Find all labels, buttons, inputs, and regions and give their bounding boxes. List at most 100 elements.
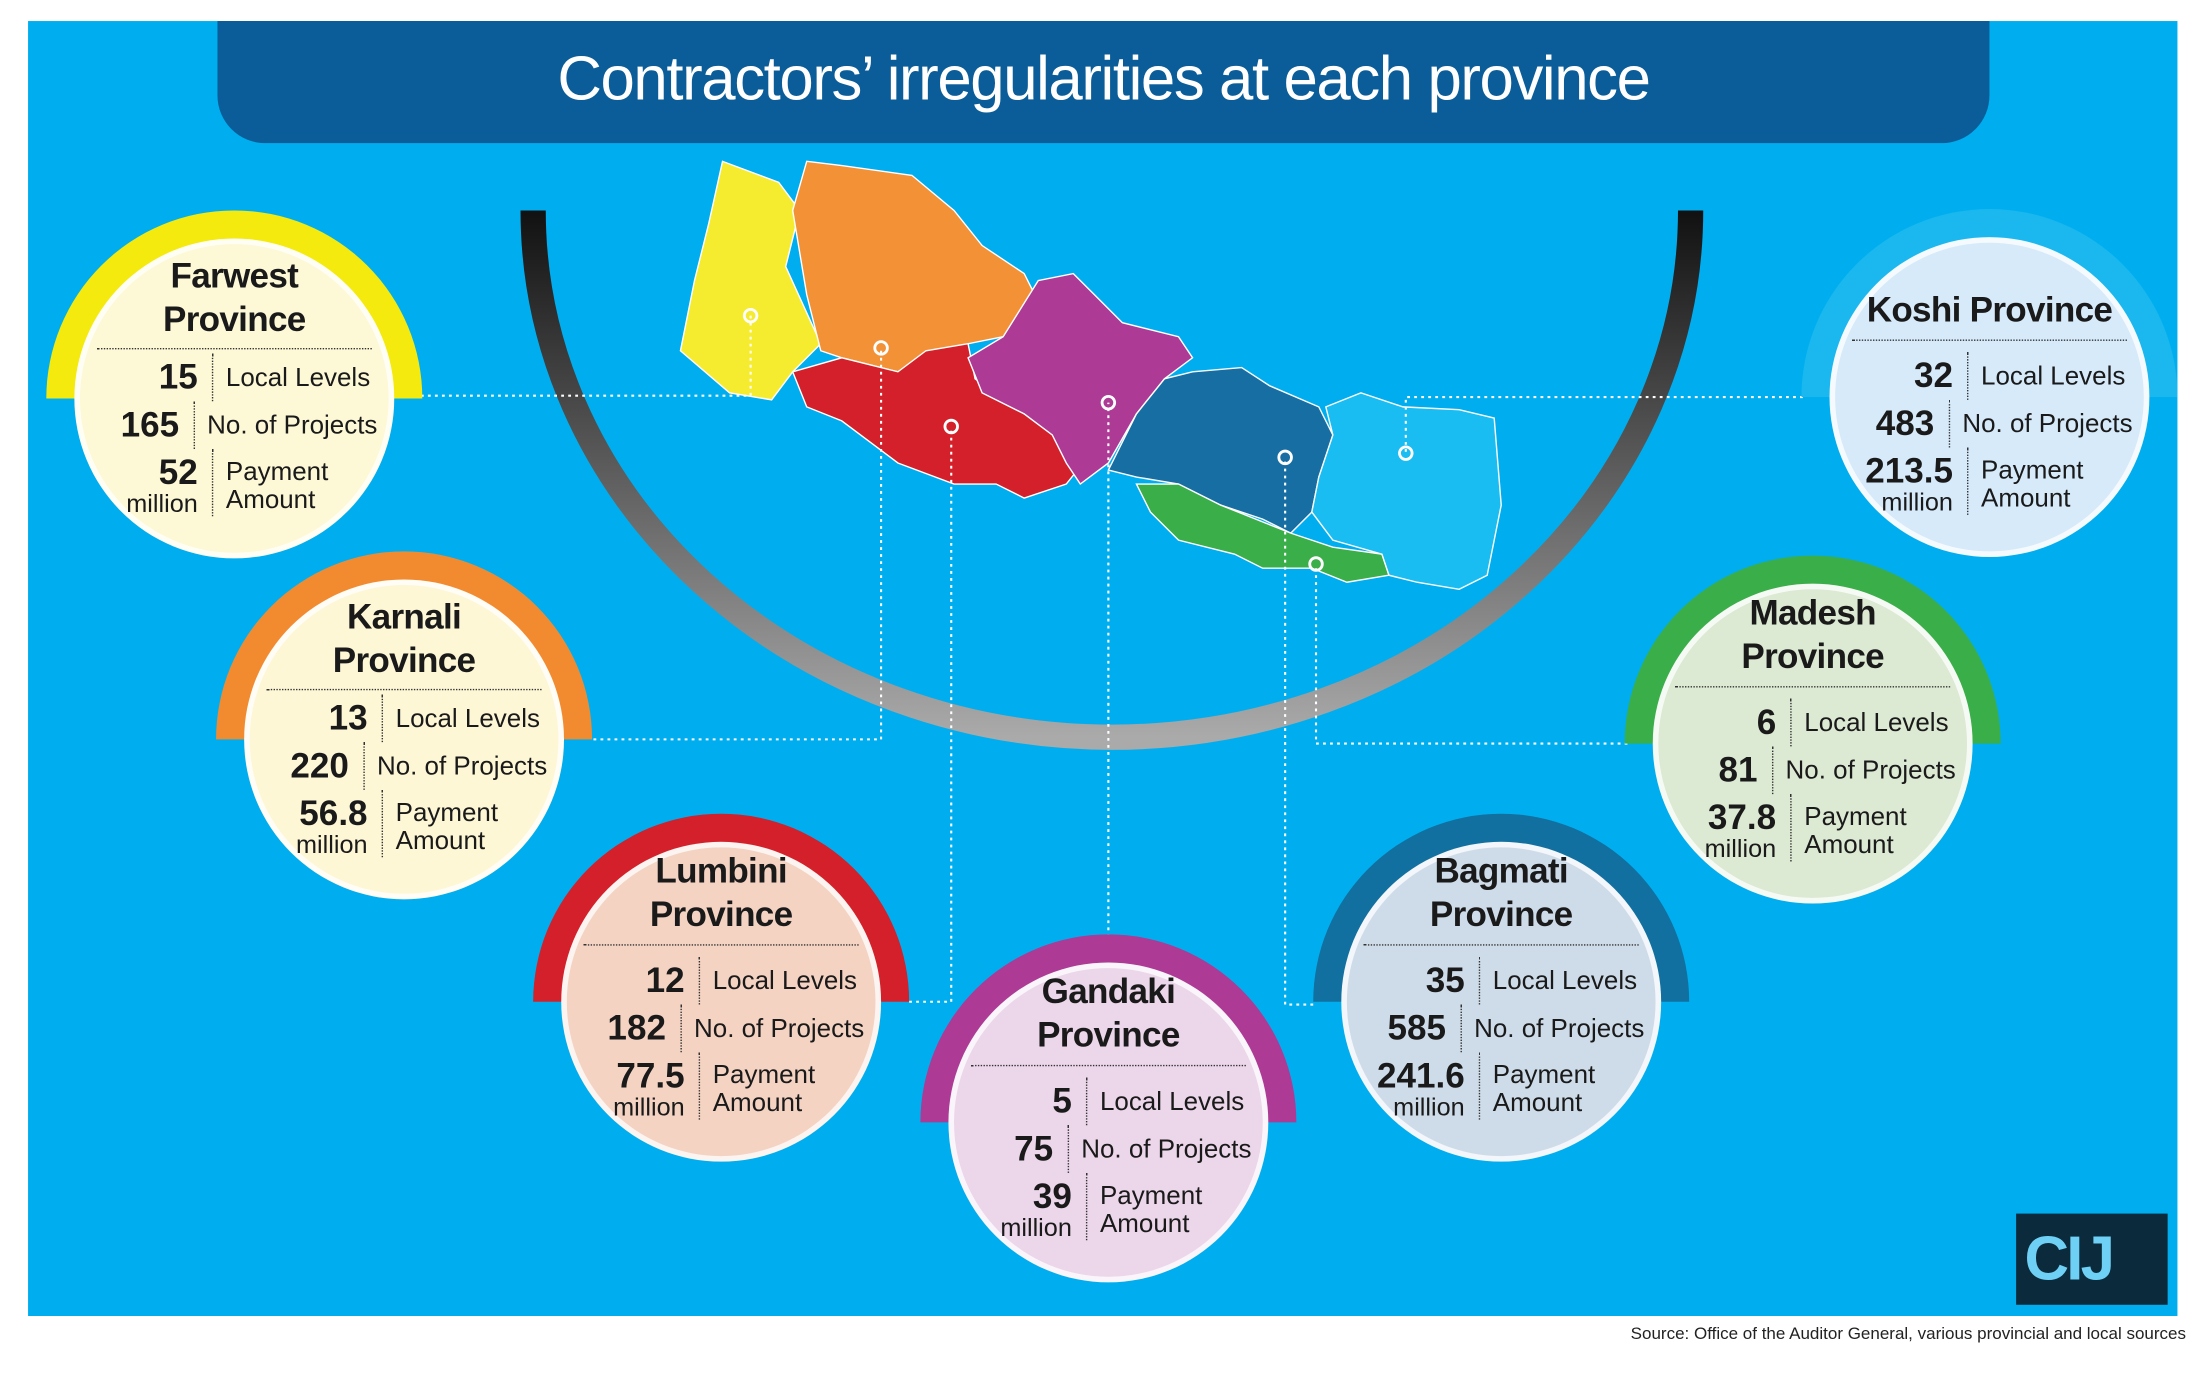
province-name: Madesh Province xyxy=(1675,592,1951,688)
stat-row: 32 Local Levels xyxy=(1852,352,2133,400)
province-name: Lumbini Province xyxy=(583,850,859,946)
stat-label: Payment Amount xyxy=(1790,794,1956,862)
stat-row: 75 No. of Projects xyxy=(971,1125,1251,1173)
stat-value: 585 xyxy=(1364,1005,1460,1053)
value-text: 81 xyxy=(1718,750,1758,790)
value-text: 35 xyxy=(1425,961,1465,1001)
karnali-shape xyxy=(791,160,1040,373)
stat-value: 220 xyxy=(267,742,363,790)
value-text: 75 xyxy=(1014,1129,1054,1169)
value-text: 77.5 xyxy=(616,1056,685,1096)
stat-label: No. of Projects xyxy=(1771,746,1956,795)
stat-row: 35 Local Levels xyxy=(1364,956,1645,1005)
stat-label: No. of Projects xyxy=(1948,399,2133,448)
value-text: 241.6 xyxy=(1376,1056,1465,1096)
unit-text: million xyxy=(1393,1092,1465,1121)
stat-label: Local Levels xyxy=(211,353,378,402)
decor-arc xyxy=(520,210,1704,750)
value-text: 585 xyxy=(1387,1008,1447,1049)
stat-value: 241.6 million xyxy=(1364,1052,1479,1119)
stat-label: No. of Projects xyxy=(193,401,377,449)
stat-value: 75 xyxy=(971,1125,1067,1173)
unit-text: million xyxy=(296,830,368,859)
stat-label: Local Levels xyxy=(381,694,548,743)
value-text: 56.8 xyxy=(299,794,368,834)
stat-row: 483 No. of Projects xyxy=(1852,399,2133,448)
unit-text: million xyxy=(1704,834,1777,863)
stat-label: Local Levels xyxy=(698,956,865,1005)
value-text: 13 xyxy=(328,698,368,738)
stat-value: 5 xyxy=(971,1078,1086,1126)
stat-row: 182 No. of Projects xyxy=(584,1004,864,1053)
stats: 35 Local Levels 585 No. of Projects 241.6 mil… xyxy=(1364,956,1645,1120)
stat-value: 213.5 million xyxy=(1852,448,1967,515)
province-name: Bagmati Province xyxy=(1363,850,1639,946)
value-text: 213.5 xyxy=(1865,451,1953,492)
connectors xyxy=(420,315,1803,1006)
value-text: 39 xyxy=(1032,1177,1072,1217)
stat-label: Payment Amount xyxy=(381,789,548,858)
stat-value: 483 xyxy=(1852,400,1948,448)
province-card: Koshi Province 32 Local Levels 483 No. of Pr… xyxy=(1829,237,2150,557)
province-card: Karnali Province 13 Local Levels 220 No. of … xyxy=(244,579,565,900)
unit-text: million xyxy=(126,489,198,518)
stat-label: Local Levels xyxy=(1790,698,1956,747)
stat-value: 6 xyxy=(1675,699,1790,747)
stat-label: Local Levels xyxy=(1085,1077,1252,1126)
separator xyxy=(266,688,542,691)
stat-value: 56.8 million xyxy=(267,790,382,857)
stat-label: Payment Amount xyxy=(698,1052,865,1120)
map-dots xyxy=(742,307,1414,572)
province-name: Karnali Province xyxy=(332,597,476,681)
bagmati-shape xyxy=(1107,366,1334,534)
stat-value: 15 xyxy=(97,354,212,402)
stat-value: 12 xyxy=(584,957,699,1005)
logo: CIJ xyxy=(2016,1213,2168,1305)
province-card: Bagmati Province 35 Local Levels 585 No. of … xyxy=(1341,841,1662,1162)
provinces-map xyxy=(679,160,1502,590)
stat-value: 35 xyxy=(1364,957,1479,1005)
unit-text: million xyxy=(1881,488,1953,517)
stat-row: 6 Local Levels xyxy=(1675,698,1956,747)
stat-row: 241.6 million Payment Amount xyxy=(1364,1052,1645,1120)
stat-row: 56.8 million Payment Amount xyxy=(267,789,548,858)
value-text: 32 xyxy=(1913,356,1953,396)
unit-text: million xyxy=(1000,1213,1072,1242)
stats: 12 Local Levels 182 No. of Projects 77.5 mill… xyxy=(584,956,865,1121)
stat-label: Payment Amount xyxy=(1478,1052,1645,1120)
stat-row: 52 million Payment Amount xyxy=(97,448,378,518)
value-text: 15 xyxy=(158,357,198,398)
stat-value: 165 xyxy=(97,401,193,449)
title: Contractors’ irregularities at each prov… xyxy=(217,21,1990,144)
stat-row: 77.5 million Payment Amount xyxy=(584,1052,865,1121)
stats: 13 Local Levels 220 No. of Projects 56.8 mill… xyxy=(267,694,548,858)
separator xyxy=(96,347,372,350)
stat-row: 220 No. of Projects xyxy=(267,742,547,790)
stat-row: 37.8 million Payment Amount xyxy=(1675,794,1956,862)
stat-label: No. of Projects xyxy=(679,1004,864,1053)
stat-value: 13 xyxy=(267,694,382,742)
stat-label: Payment Amount xyxy=(211,448,378,517)
source: Source: Office of the Auditor General, v… xyxy=(1630,1324,2186,1343)
value-text: 220 xyxy=(290,746,349,786)
province-card: Lumbini Province 12 Local Levels 182 No. of … xyxy=(561,841,882,1162)
stat-value: 39 million xyxy=(971,1173,1086,1240)
stat-row: 13 Local Levels xyxy=(267,694,548,743)
stat-value: 32 xyxy=(1852,352,1967,400)
value-text: 12 xyxy=(645,961,685,1001)
province-card: Farwest Province 15 Local Levels 165 No. of … xyxy=(74,238,395,559)
stat-label: Payment Amount xyxy=(1085,1172,1252,1241)
value-text: 52 xyxy=(158,453,198,493)
stat-value: 37.8 million xyxy=(1675,794,1790,861)
stats: 32 Local Levels 483 No. of Projects 213.5 mil… xyxy=(1852,352,2133,515)
stat-value: 81 xyxy=(1675,746,1771,794)
stat-row: 12 Local Levels xyxy=(584,956,865,1005)
value-text: 6 xyxy=(1756,702,1777,743)
unit-text: million xyxy=(613,1092,685,1121)
stat-label: Payment Amount xyxy=(1967,447,2133,515)
stats: 15 Local Levels 165 No. of Projects 52 millio… xyxy=(97,353,378,518)
value-text: 165 xyxy=(120,405,180,445)
